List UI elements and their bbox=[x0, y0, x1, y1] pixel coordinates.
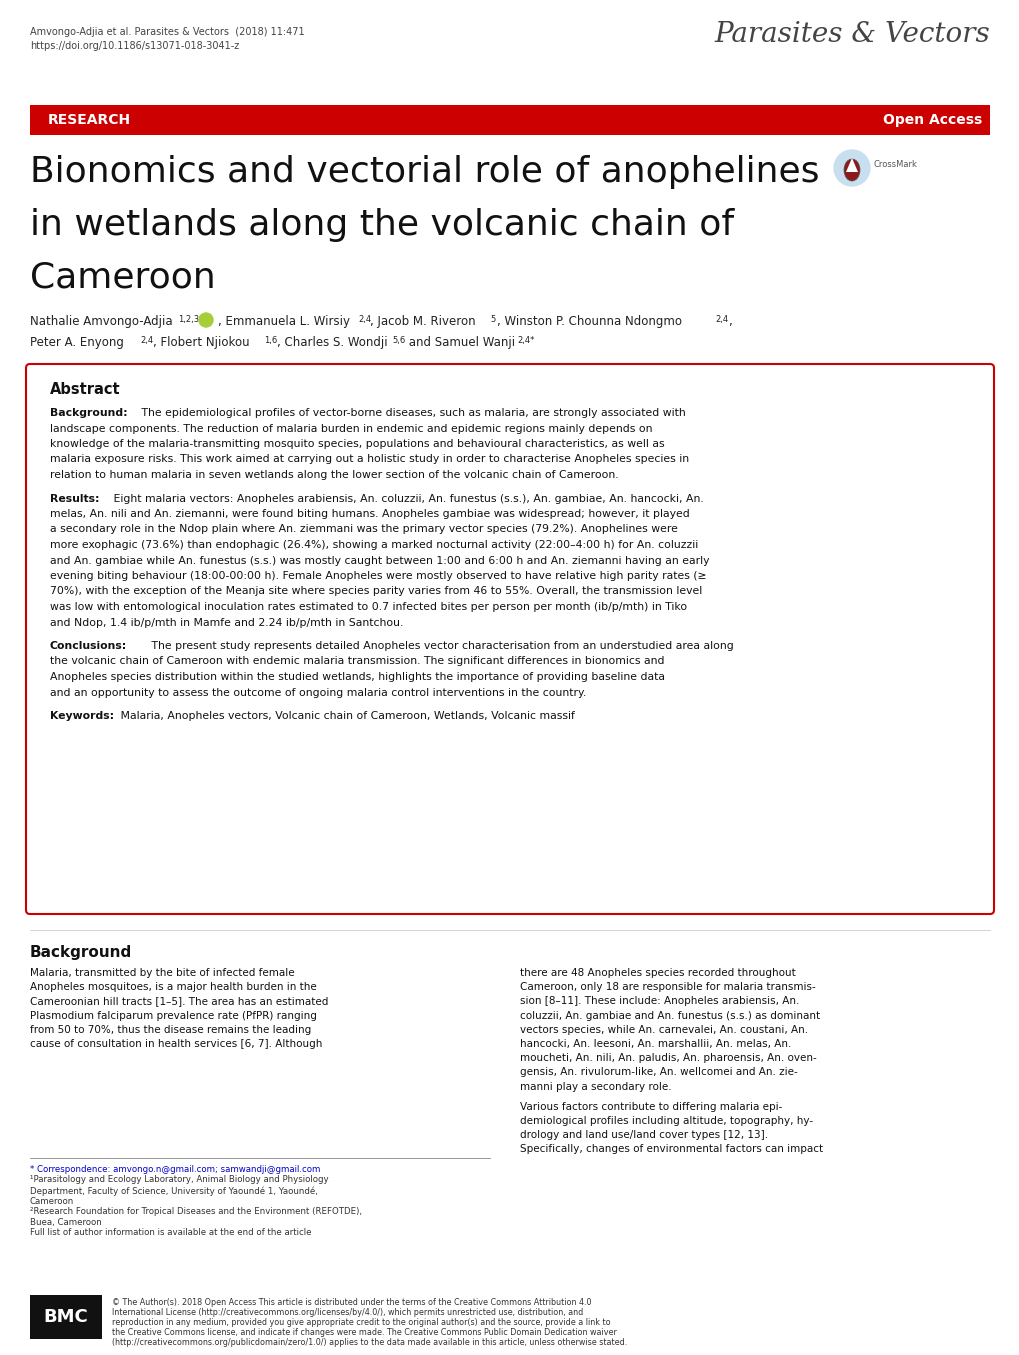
Text: ,: , bbox=[728, 314, 731, 328]
Text: Various factors contribute to differing malaria epi-: Various factors contribute to differing … bbox=[520, 1102, 782, 1112]
Text: evening biting behaviour (18:00-00:00 h). Female Anopheles were mostly observed : evening biting behaviour (18:00-00:00 h)… bbox=[50, 570, 706, 581]
Text: vectors species, while An. carnevalei, An. coustani, An.: vectors species, while An. carnevalei, A… bbox=[520, 1024, 807, 1035]
Text: Bionomics and vectorial role of anophelines: Bionomics and vectorial role of anopheli… bbox=[30, 154, 818, 188]
Text: i: i bbox=[205, 318, 207, 328]
Text: Specifically, changes of environmental factors can impact: Specifically, changes of environmental f… bbox=[520, 1145, 822, 1154]
Text: Open Access: Open Access bbox=[881, 112, 981, 127]
Text: The epidemiological profiles of vector-borne diseases, such as malaria, are stro: The epidemiological profiles of vector-b… bbox=[138, 408, 685, 417]
Text: 1,6: 1,6 bbox=[264, 336, 277, 346]
Text: Anopheles mosquitoes, is a major health burden in the: Anopheles mosquitoes, is a major health … bbox=[30, 982, 317, 992]
Text: International License (http://creativecommons.org/licenses/by/4.0/), which permi: International License (http://creativeco… bbox=[112, 1308, 583, 1317]
Text: , Flobert Njiokou: , Flobert Njiokou bbox=[153, 336, 250, 350]
Text: Malaria, transmitted by the bite of infected female: Malaria, transmitted by the bite of infe… bbox=[30, 967, 294, 978]
FancyBboxPatch shape bbox=[25, 364, 994, 915]
Polygon shape bbox=[845, 159, 857, 172]
Text: 2,4: 2,4 bbox=[140, 336, 153, 346]
Text: , Charles S. Wondji: , Charles S. Wondji bbox=[277, 336, 387, 350]
Text: knowledge of the malaria-transmitting mosquito species, populations and behaviou: knowledge of the malaria-transmitting mo… bbox=[50, 439, 664, 449]
Text: Peter A. Enyong: Peter A. Enyong bbox=[30, 336, 123, 350]
Text: cause of consultation in health services [6, 7]. Although: cause of consultation in health services… bbox=[30, 1039, 322, 1049]
Text: the Creative Commons license, and indicate if changes were made. The Creative Co: the Creative Commons license, and indica… bbox=[112, 1328, 616, 1337]
Text: Anopheles species distribution within the studied wetlands, highlights the impor: Anopheles species distribution within th… bbox=[50, 672, 664, 682]
Text: Department, Faculty of Science, University of Yaoundé 1, Yaoundé,: Department, Faculty of Science, Universi… bbox=[30, 1186, 318, 1195]
Text: melas, An. nili and An. ziemanni, were found biting humans. Anopheles gambiae wa: melas, An. nili and An. ziemanni, were f… bbox=[50, 509, 689, 519]
Text: Background: Background bbox=[30, 944, 132, 959]
Text: (http://creativecommons.org/publicdomain/zero/1.0/) applies to the data made ava: (http://creativecommons.org/publicdomain… bbox=[112, 1337, 627, 1347]
Text: Cameroon: Cameroon bbox=[30, 1196, 74, 1206]
Text: Nathalie Amvongo-Adjia: Nathalie Amvongo-Adjia bbox=[30, 314, 172, 328]
Text: Cameroon, only 18 are responsible for malaria transmis-: Cameroon, only 18 are responsible for ma… bbox=[520, 982, 815, 992]
Circle shape bbox=[199, 313, 213, 327]
Text: RESEARCH: RESEARCH bbox=[48, 112, 131, 127]
Text: and Samuel Wanji: and Samuel Wanji bbox=[405, 336, 515, 350]
Text: The present study represents detailed Anopheles vector characterisation from an : The present study represents detailed An… bbox=[148, 641, 733, 650]
Text: in wetlands along the volcanic chain of: in wetlands along the volcanic chain of bbox=[30, 209, 734, 243]
Text: 5: 5 bbox=[489, 314, 495, 324]
Text: coluzzii, An. gambiae and An. funestus (s.s.) as dominant: coluzzii, An. gambiae and An. funestus (… bbox=[520, 1011, 819, 1020]
Text: 5,6: 5,6 bbox=[391, 336, 405, 346]
Text: © The Author(s). 2018 Open Access This article is distributed under the terms of: © The Author(s). 2018 Open Access This a… bbox=[112, 1298, 591, 1308]
Text: , Emmanuela L. Wirsiy: , Emmanuela L. Wirsiy bbox=[218, 314, 350, 328]
Text: Eight malaria vectors: Anopheles arabiensis, An. coluzzii, An. funestus (s.s.), : Eight malaria vectors: Anopheles arabien… bbox=[110, 493, 703, 504]
Text: reproduction in any medium, provided you give appropriate credit to the original: reproduction in any medium, provided you… bbox=[112, 1318, 610, 1327]
Text: from 50 to 70%, thus the disease remains the leading: from 50 to 70%, thus the disease remains… bbox=[30, 1024, 311, 1035]
Text: Background:: Background: bbox=[50, 408, 127, 417]
Text: 2,4*: 2,4* bbox=[517, 336, 534, 346]
Text: moucheti, An. nili, An. paludis, An. pharoensis, An. oven-: moucheti, An. nili, An. paludis, An. pha… bbox=[520, 1053, 816, 1064]
Text: a secondary role in the Ndop plain where An. ziemmani was the primary vector spe: a secondary role in the Ndop plain where… bbox=[50, 524, 678, 534]
Text: sion [8–11]. These include: Anopheles arabiensis, An.: sion [8–11]. These include: Anopheles ar… bbox=[520, 996, 799, 1007]
Text: Malaria, Anopheles vectors, Volcanic chain of Cameroon, Wetlands, Volcanic massi: Malaria, Anopheles vectors, Volcanic cha… bbox=[117, 711, 575, 721]
Text: drology and land use/land cover types [12, 13].: drology and land use/land cover types [1… bbox=[520, 1130, 767, 1140]
Text: Parasites & Vectors: Parasites & Vectors bbox=[713, 20, 989, 47]
Circle shape bbox=[834, 150, 869, 186]
Text: ²Research Foundation for Tropical Diseases and the Environment (REFOTDE),: ²Research Foundation for Tropical Diseas… bbox=[30, 1207, 362, 1215]
Text: 2,4: 2,4 bbox=[714, 314, 728, 324]
Text: the volcanic chain of Cameroon with endemic malaria transmission. The significan: the volcanic chain of Cameroon with ende… bbox=[50, 657, 663, 667]
Text: more exophagic (73.6%) than endophagic (26.4%), showing a marked nocturnal activ: more exophagic (73.6%) than endophagic (… bbox=[50, 541, 698, 550]
Text: CrossMark: CrossMark bbox=[873, 160, 917, 169]
Text: demiological profiles including altitude, topography, hy-: demiological profiles including altitude… bbox=[520, 1117, 812, 1126]
Text: 2,4: 2,4 bbox=[358, 314, 371, 324]
Text: relation to human malaria in seven wetlands along the lower section of the volca: relation to human malaria in seven wetla… bbox=[50, 470, 618, 480]
Text: 70%), with the exception of the Meanja site where species parity varies from 46 : 70%), with the exception of the Meanja s… bbox=[50, 587, 701, 596]
Text: * Correspondence: amvongo.n@gmail.com; samwandji@gmail.com: * Correspondence: amvongo.n@gmail.com; s… bbox=[30, 1165, 320, 1173]
Ellipse shape bbox=[843, 159, 859, 182]
Text: , Jacob M. Riveron: , Jacob M. Riveron bbox=[370, 314, 475, 328]
Text: Full list of author information is available at the end of the article: Full list of author information is avail… bbox=[30, 1228, 311, 1237]
Bar bbox=[30, 1295, 102, 1339]
Text: https://doi.org/10.1186/s13071-018-3041-z: https://doi.org/10.1186/s13071-018-3041-… bbox=[30, 41, 239, 51]
Text: Results:: Results: bbox=[50, 493, 100, 504]
Bar bbox=[30, 104, 989, 136]
Text: malaria exposure risks. This work aimed at carrying out a holistic study in orde: malaria exposure risks. This work aimed … bbox=[50, 454, 689, 465]
Text: and Ndop, 1.4 ib/p/mth in Mamfe and 2.24 ib/p/mth in Santchou.: and Ndop, 1.4 ib/p/mth in Mamfe and 2.24… bbox=[50, 618, 403, 627]
Text: Keywords:: Keywords: bbox=[50, 711, 114, 721]
Text: Cameroonian hill tracts [1–5]. The area has an estimated: Cameroonian hill tracts [1–5]. The area … bbox=[30, 996, 328, 1007]
Text: Abstract: Abstract bbox=[50, 382, 120, 397]
Text: and An. gambiae while An. funestus (s.s.) was mostly caught between 1:00 and 6:0: and An. gambiae while An. funestus (s.s.… bbox=[50, 556, 709, 565]
Text: landscape components. The reduction of malaria burden in endemic and epidemic re: landscape components. The reduction of m… bbox=[50, 424, 652, 434]
Text: BMC: BMC bbox=[44, 1308, 89, 1327]
Text: was low with entomological inoculation rates estimated to 0.7 infected bites per: was low with entomological inoculation r… bbox=[50, 602, 687, 612]
Text: Plasmodium falciparum prevalence rate (PfPR) ranging: Plasmodium falciparum prevalence rate (P… bbox=[30, 1011, 317, 1020]
Text: there are 48 Anopheles species recorded throughout: there are 48 Anopheles species recorded … bbox=[520, 967, 795, 978]
Text: manni play a secondary role.: manni play a secondary role. bbox=[520, 1081, 671, 1092]
Text: Buea, Cameroon: Buea, Cameroon bbox=[30, 1218, 102, 1226]
Text: and an opportunity to assess the outcome of ongoing malaria control intervention: and an opportunity to assess the outcome… bbox=[50, 687, 586, 698]
Text: Conclusions:: Conclusions: bbox=[50, 641, 127, 650]
Text: 1,2,3*: 1,2,3* bbox=[178, 314, 203, 324]
Text: Cameroon: Cameroon bbox=[30, 262, 216, 295]
Text: hancocki, An. leesoni, An. marshallii, An. melas, An.: hancocki, An. leesoni, An. marshallii, A… bbox=[520, 1039, 791, 1049]
Text: Amvongo-Adjia et al. Parasites & Vectors  (2018) 11:471: Amvongo-Adjia et al. Parasites & Vectors… bbox=[30, 27, 305, 37]
Text: ¹Parasitology and Ecology Laboratory, Animal Biology and Physiology: ¹Parasitology and Ecology Laboratory, An… bbox=[30, 1176, 328, 1184]
Text: gensis, An. rivulorum-like, An. wellcomei and An. zie-: gensis, An. rivulorum-like, An. wellcome… bbox=[520, 1068, 797, 1077]
Text: , Winston P. Chounna Ndongmo: , Winston P. Chounna Ndongmo bbox=[496, 314, 682, 328]
